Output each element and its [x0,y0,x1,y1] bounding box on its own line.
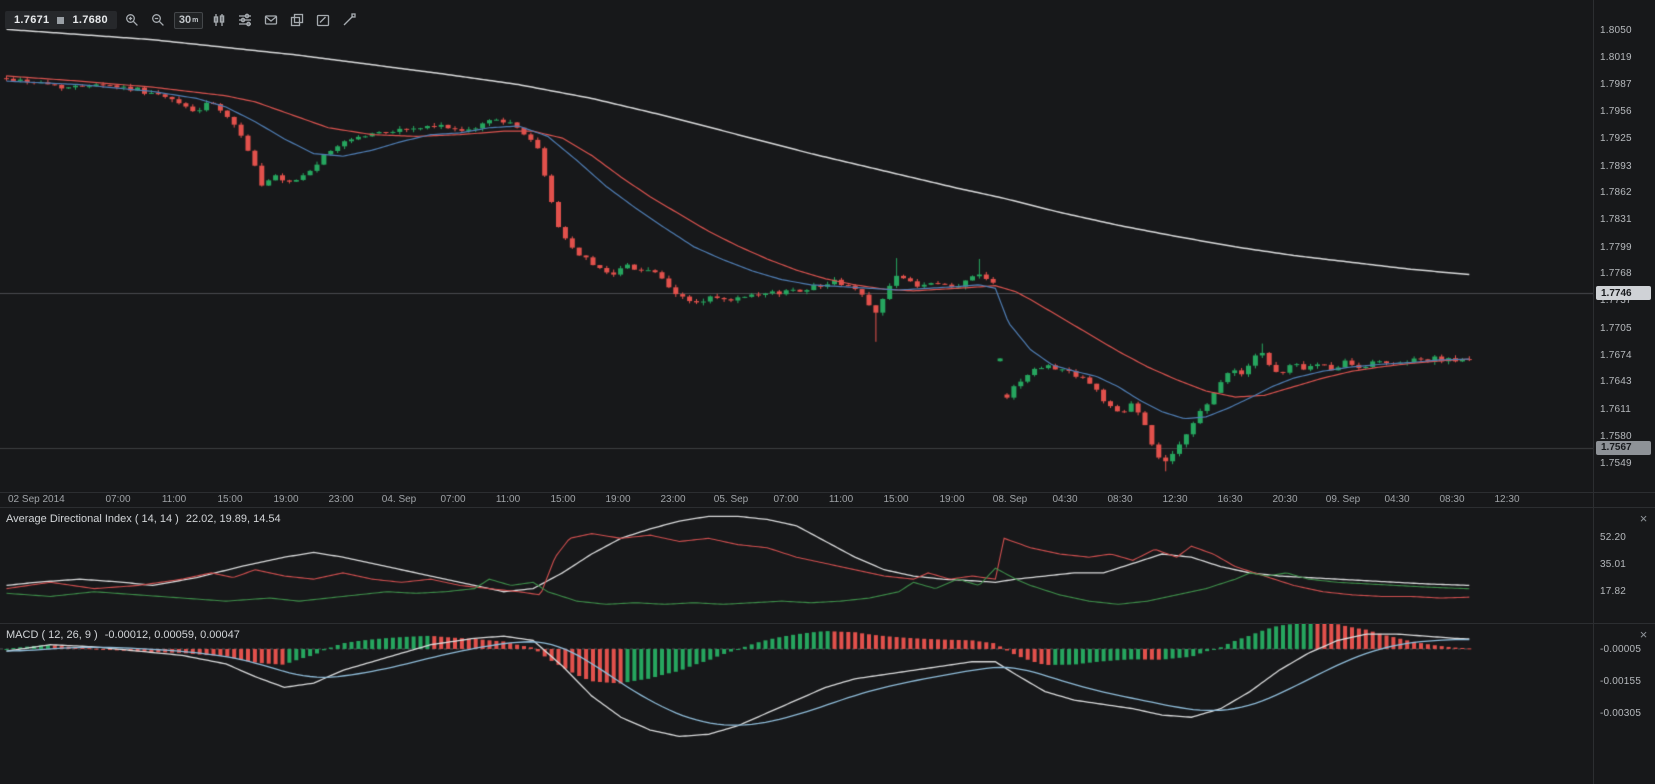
time-axis-label: 08. Sep [992,494,1028,505]
time-axis-label: 05. Sep [713,494,749,505]
time-axis-label: 04. Sep [381,494,417,505]
time-axis-label: 09. Sep [1325,494,1361,505]
adx-close-button[interactable]: × [1636,511,1651,526]
axis-tick-label: -0.00155 [1600,676,1642,688]
axis-tick-label: 1.8050 [1600,25,1632,37]
time-axis-label: 02 Sep 2014 [8,494,65,505]
adx-header[interactable]: Average Directional Index ( 14, 14 ) 22.… [6,513,281,525]
timeframe-unit: m [192,16,199,24]
axis-tick-label: 35.01 [1600,559,1627,570]
time-axis-label: 07:00 [773,494,799,505]
envelope-icon [264,15,278,25]
time-axis-label: 07:00 [105,494,131,505]
zoom-out-button[interactable] [148,10,169,31]
axis-tick-label: 1.7674 [1600,349,1632,361]
time-axis-separator-bottom [0,507,1655,508]
close-icon: × [1639,511,1648,526]
indicators-button[interactable] [234,10,255,31]
axis-tick-label: 1.7925 [1600,132,1632,144]
zoom-in-icon [126,14,139,26]
current-price-badge: 1.7746 [1596,286,1651,301]
main-chart-canvas[interactable] [0,0,1593,492]
axis-tick-label: 1.7549 [1600,457,1632,469]
adx-panel-canvas[interactable] [0,508,1593,623]
bid-price: 1.7671 [14,14,50,26]
macd-values: -0.00012, 0.00059, 0.00047 [104,629,240,641]
time-axis-label: 19:00 [939,494,965,505]
chart-toolbar: 1.7671 1.7680 30 m [5,9,359,31]
axis-tick-label: 52.20 [1600,532,1627,543]
time-axis-label: 20:30 [1272,494,1298,505]
time-axis-label: 23:00 [328,494,354,505]
macd-separator [0,623,1655,624]
time-axis-label: 12:30 [1162,494,1188,505]
time-axis-label: 11:00 [161,494,187,505]
time-axis-separator-top [0,492,1655,493]
ask-price: 1.7680 [72,14,108,26]
copy-icon [290,13,304,27]
price-level-badge: 1.7567 [1596,440,1651,455]
time-axis-label: 11:00 [495,494,521,505]
edit-chart-button[interactable] [312,10,333,31]
axis-tick-label: -0.00305 [1600,708,1642,720]
time-axis-label: 23:00 [660,494,686,505]
axis-tick-label: 1.7580 [1600,430,1632,442]
macd-panel-canvas[interactable] [0,624,1593,784]
axis-tick-label: 1.7799 [1600,241,1632,253]
macd-axis[interactable]: -0.00005 -0.00155 -0.00305 [1594,624,1655,784]
axis-tick-label: 1.8019 [1600,51,1632,63]
timeframe-button[interactable]: 30 m [173,11,204,29]
time-axis-label: 15:00 [217,494,243,505]
adx-title: Average Directional Index ( 14, 14 ) [6,513,179,525]
price-axis-border [1593,0,1594,784]
time-axis-label: 08:30 [1439,494,1465,505]
time-axis-label: 07:00 [440,494,466,505]
adx-values: 22.02, 19.89, 14.54 [185,513,281,525]
axis-tick-label: 1.7768 [1600,268,1632,280]
time-axis-label: 16:30 [1217,494,1243,505]
copy-chart-button[interactable] [286,10,307,31]
time-axis-label: 04:30 [1052,494,1078,505]
axis-tick-label: 1.7737 [1600,295,1632,307]
trendline-pencil-icon [343,13,356,26]
alerts-button[interactable] [260,10,281,31]
timeframe-label: 30 [178,14,192,26]
zoom-in-button[interactable] [122,10,143,31]
candlestick-chart-icon [213,14,225,26]
time-axis-label: 19:00 [273,494,299,505]
sliders-icon [238,13,251,27]
macd-close-button[interactable]: × [1636,627,1651,642]
time-axis-label: 15:00 [550,494,576,505]
axis-tick-label: 1.7987 [1600,79,1632,91]
time-axis-label: 11:00 [828,494,854,505]
time-axis-label: 12:30 [1494,494,1520,505]
time-axis-label: 04:30 [1384,494,1410,505]
spread-indicator-icon [57,16,65,24]
time-axis-label: 15:00 [883,494,909,505]
macd-header[interactable]: MACD ( 12, 26, 9 ) -0.00012, 0.00059, 0.… [6,629,240,641]
time-axis-label: 08:30 [1107,494,1133,505]
axis-tick-label: 1.7643 [1600,376,1632,388]
draw-line-button[interactable] [338,10,359,31]
axis-tick-label: 1.7956 [1600,106,1632,118]
axis-tick-label: 1.7862 [1600,187,1632,199]
axis-tick-label: 1.7831 [1600,214,1632,226]
macd-title: MACD ( 12, 26, 9 ) [6,629,98,641]
time-axis-label: 19:00 [605,494,631,505]
price-axis[interactable]: 1.8050 1.8019 1.7987 1.7956 1.7925 1.7893 1.78… [1594,0,1655,492]
axis-tick-label: 1.7705 [1600,322,1632,334]
axis-tick-label: 1.7893 [1600,160,1632,172]
axis-tick-label: -0.00005 [1600,644,1642,656]
edit-icon [316,14,330,27]
axis-tick-label: 1.7611 [1600,404,1632,415]
axis-tick-label: 17.82 [1600,586,1627,598]
adx-axis[interactable]: 52.20 35.01 17.82 [1594,508,1655,623]
chart-type-button[interactable] [208,10,229,31]
price-quote-group: 1.7671 1.7680 [5,11,117,29]
zoom-out-icon [152,14,165,26]
time-axis[interactable]: 02 Sep 2014 07:00 11:00 15:00 19:00 23:00 04. … [0,493,1593,507]
close-icon: × [1639,627,1648,642]
